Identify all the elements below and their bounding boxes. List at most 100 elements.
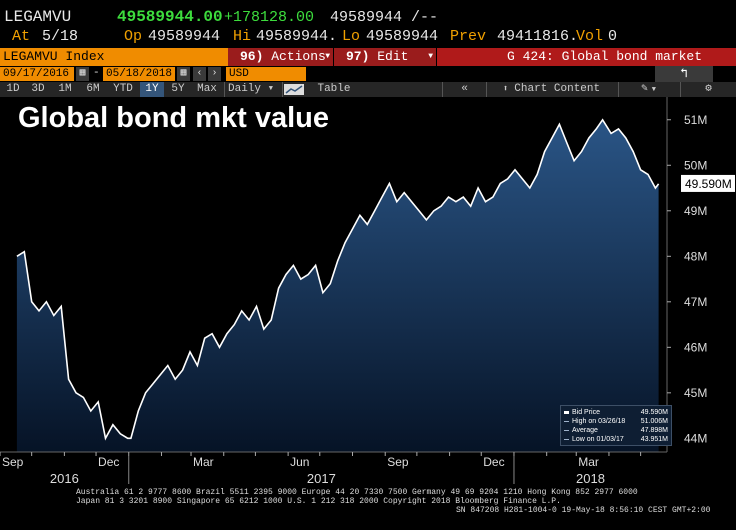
edit-menu-button[interactable]: 97) Edit ▼	[334, 48, 436, 66]
high-value: 49589944.	[256, 28, 338, 45]
legend-marker-icon	[564, 421, 569, 422]
footer-session-info: SN 847208 H281-1004-0 19-May-18 8:56:10 …	[456, 506, 711, 515]
year-label: 2017	[307, 471, 336, 485]
frequency-label: Daily	[228, 83, 262, 95]
y-tick-label: 44M	[684, 431, 707, 445]
y-tick-label: 49M	[684, 204, 707, 218]
high-label: Hi	[233, 28, 252, 45]
x-tick-label: Dec	[98, 455, 119, 469]
y-tick-label: 51M	[684, 113, 707, 127]
last-value-tag	[681, 174, 735, 192]
chart-content-icon: ⬆	[502, 84, 509, 94]
vol-value: 0	[608, 28, 618, 45]
period-6m-button[interactable]: 6M	[86, 83, 100, 95]
next-period-icon[interactable]: ›	[208, 67, 221, 81]
chart-title: Global bond mkt value	[18, 102, 329, 134]
ticker-index-field[interactable]: LEGAMVU Index	[0, 48, 228, 66]
actions-menu-label: Actions	[271, 49, 326, 64]
x-tick-label: Dec	[483, 455, 504, 469]
end-calendar-icon[interactable]: ▦	[177, 67, 190, 81]
y-tick-label: 46M	[684, 340, 707, 354]
page-title: G 424: Global bond market value	[437, 48, 736, 82]
vol-label: Vol	[576, 28, 604, 45]
prev-label: Prev	[450, 28, 487, 45]
legend-marker-icon	[564, 430, 569, 431]
start-date-input[interactable]: 09/17/2016	[0, 67, 74, 81]
y-tick-label: 48M	[684, 249, 707, 263]
legend-label: Average	[572, 427, 598, 434]
legend-entry-low: Low on 01/03/17 43.951M	[564, 435, 668, 444]
last-value-label: 49.590M	[685, 177, 732, 191]
period-max-button[interactable]: Max	[197, 83, 217, 95]
y-tick-label: 45M	[684, 386, 707, 400]
settings-gear-icon[interactable]: ⚙	[680, 82, 736, 97]
x-tick-label: Sep	[387, 455, 409, 469]
last-price: 49589944.00	[117, 8, 223, 26]
period-ytd-button[interactable]: YTD	[113, 83, 133, 95]
period-1d-button[interactable]: 1D	[6, 83, 20, 95]
price-chart[interactable]: 44M 45M 46M 47M 48M 49M 50M 51M 49.590M Sep Dec Ma…	[0, 97, 736, 485]
x-tick-label: Mar	[578, 455, 599, 469]
chart-legend[interactable]: Bid Price 49.590M High on 03/26/18 51.00…	[560, 405, 672, 446]
chart-content-label: Chart Content	[514, 83, 601, 95]
legend-marker-icon	[564, 439, 569, 440]
open-value: 49589944	[148, 28, 221, 45]
dropdown-arrow-icon: ▼	[428, 52, 433, 61]
line-chart-icon[interactable]	[282, 82, 312, 97]
period-1y-button[interactable]: 1Y	[140, 82, 164, 97]
low-value: 49589944	[366, 28, 439, 45]
function-bar: LEGAMVU Index 96) Actions ▼ 97) Edit ▼ G…	[0, 48, 736, 82]
low-label: Lo	[342, 28, 361, 45]
dropdown-arrow-icon: ▼	[268, 85, 273, 93]
legend-value: 47.898M	[640, 427, 668, 434]
annotate-pencil-icon[interactable]: ✎ ▼	[618, 82, 678, 97]
period-1m-button[interactable]: 1M	[58, 83, 72, 95]
x-tick-label: Mar	[193, 455, 214, 469]
ticker-symbol: LEGAMVU	[4, 8, 72, 26]
open-label: Op	[124, 28, 143, 45]
y-tick-label: 47M	[684, 295, 707, 309]
at-date: 5/18	[42, 28, 79, 45]
x-tick-label: Sep	[2, 455, 24, 469]
prev-period-icon[interactable]: ‹	[193, 67, 206, 81]
chart-content-button[interactable]: ⬆ Chart Content	[486, 82, 616, 97]
date-range-dash: -	[93, 67, 100, 79]
legend-entry-high: High on 03/26/18 51.006M	[564, 417, 668, 426]
actions-menu-number: 96)	[240, 49, 264, 64]
currency-select[interactable]: USD	[226, 67, 306, 81]
table-button[interactable]: Table	[317, 83, 351, 95]
dropdown-arrow-icon: ▼	[325, 52, 330, 61]
footer-contacts-line: Australia 61 2 9777 8600 Brazil 5511 239…	[76, 488, 638, 497]
legend-value: 49.590M	[640, 409, 668, 416]
year-label: 2018	[576, 471, 605, 485]
footer-contacts-line-2: Japan 81 3 3201 8900 Singapore 65 6212 1…	[76, 497, 561, 506]
legend-marker-icon	[564, 411, 569, 414]
y-tick-label: 50M	[684, 158, 707, 172]
chart-area: 44M 45M 46M 47M 48M 49M 50M 51M 49.590M Sep Dec Ma…	[0, 97, 736, 485]
period-toolbar: 1D 3D 1M 6M YTD 1Y 5Y Max Daily ▼ Table …	[0, 82, 736, 97]
start-calendar-icon[interactable]: ▦	[76, 67, 89, 81]
undo-arrow-icon[interactable]: ↰	[655, 66, 713, 82]
series-area	[16, 119, 659, 453]
date-range-bar: 09/17/2016 ▦ - 05/18/2018 ▦ ‹ › USD ↰	[0, 66, 736, 82]
legend-entry-bid-price: Bid Price 49.590M	[564, 408, 668, 417]
end-date-input[interactable]: 05/18/2018	[103, 67, 175, 81]
frequency-select[interactable]: Daily ▼	[224, 82, 276, 97]
prev-value: 49411816.	[497, 28, 579, 45]
legend-label: Low on 01/03/17	[572, 436, 624, 443]
series-line-bid-price[interactable]	[16, 118, 660, 441]
at-label: At	[12, 28, 31, 45]
collapse-double-chevron-icon[interactable]: «	[442, 82, 486, 97]
legend-value: 51.006M	[640, 418, 668, 425]
period-3d-button[interactable]: 3D	[31, 83, 45, 95]
bid-ask: 49589944 /--	[330, 9, 439, 26]
footer: Australia 61 2 9777 8600 Brazil 5511 239…	[0, 485, 736, 530]
actions-menu-button[interactable]: 96) Actions ▼	[228, 48, 333, 66]
price-change: +178128.00	[224, 9, 315, 26]
legend-label: Bid Price	[572, 409, 601, 416]
legend-entry-average: Average 47.898M	[564, 426, 668, 435]
x-tick-label: Jun	[290, 455, 309, 469]
legend-label: High on 03/26/18	[572, 418, 626, 425]
period-5y-button[interactable]: 5Y	[171, 83, 185, 95]
legend-value: 43.951M	[640, 436, 668, 443]
